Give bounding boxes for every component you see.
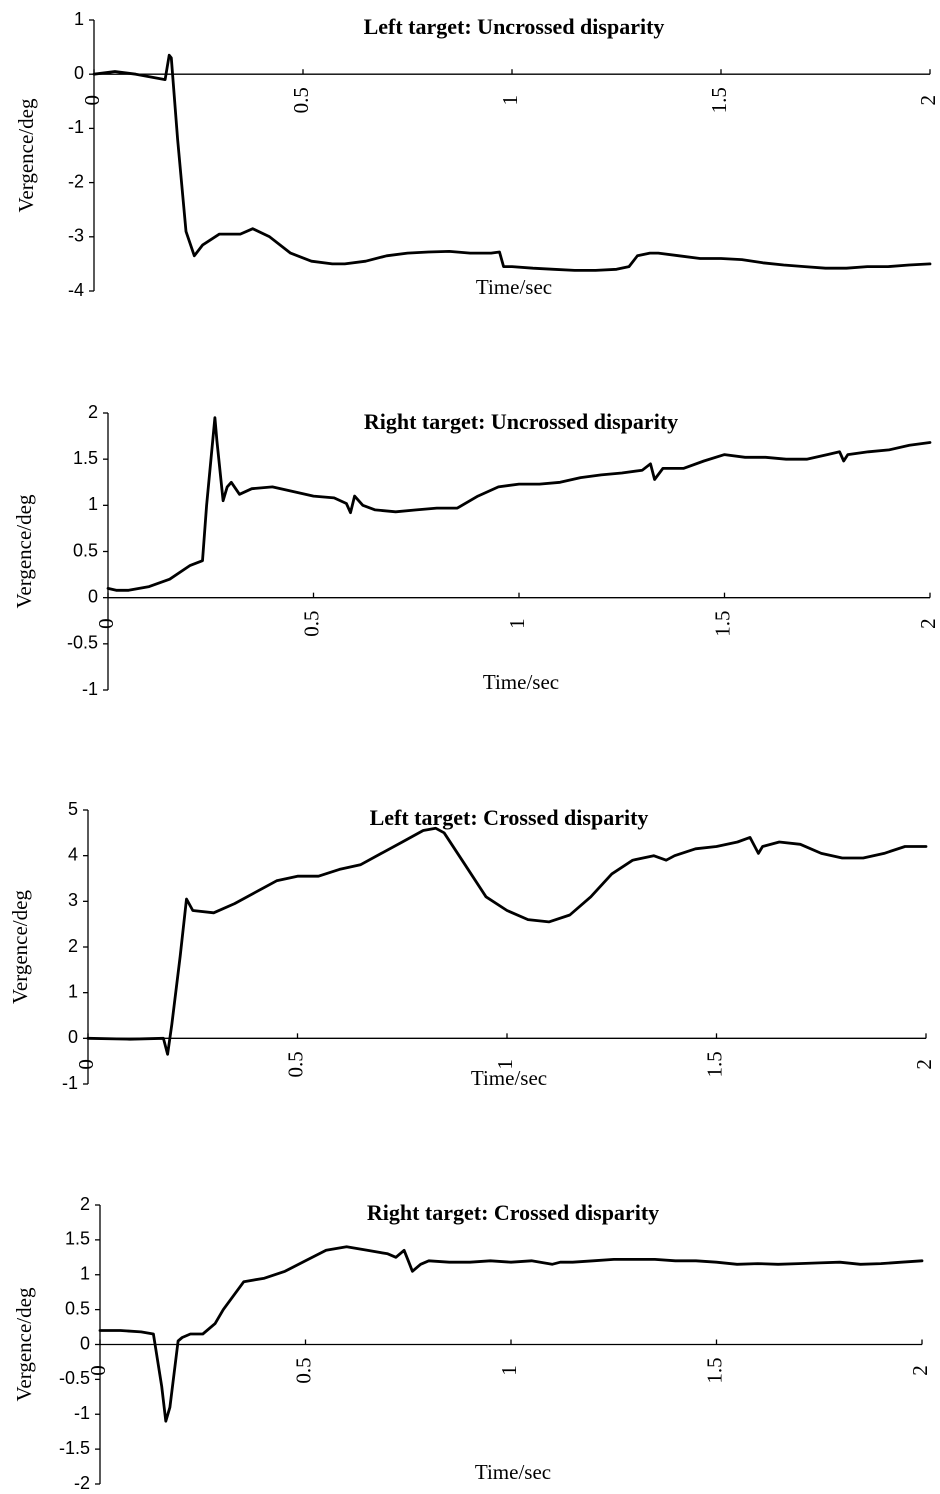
- x-tick-label: 1.5: [702, 1051, 726, 1077]
- y-tick-label: -4: [68, 280, 84, 300]
- y-tick-label: 0.5: [73, 540, 98, 560]
- x-axis-label: Time/sec: [471, 1066, 547, 1090]
- y-tick-label: 0: [68, 1027, 78, 1047]
- vergence-trace: [98, 1245, 924, 1423]
- x-axis-label: Time/sec: [483, 670, 559, 694]
- y-tick-label: -2: [74, 1473, 90, 1493]
- y-tick-label: 4: [68, 844, 78, 864]
- vergence-trace: [106, 416, 932, 592]
- x-tick-label: 1.5: [707, 87, 731, 113]
- x-tick-label: 1.5: [710, 611, 734, 637]
- x-tick-label: 2: [908, 1365, 932, 1376]
- y-tick-label: 2: [88, 402, 98, 422]
- vergence-trace: [92, 53, 932, 272]
- x-tick-label: 1: [505, 618, 529, 629]
- y-tick-label: 5: [68, 799, 78, 819]
- x-tick-label: 1.5: [702, 1357, 726, 1383]
- x-tick-label: 1: [497, 1365, 521, 1376]
- x-axis-label: Time/sec: [475, 1460, 551, 1484]
- y-tick-label: 2: [80, 1194, 90, 1214]
- y-tick-label: -3: [68, 226, 84, 246]
- y-axis-label: Vergence/deg: [12, 1287, 36, 1401]
- vergence-trace: [86, 826, 928, 1056]
- y-tick-label: -2: [68, 171, 84, 191]
- y-tick-label: 3: [68, 890, 78, 910]
- x-tick-label: 0.5: [283, 1051, 307, 1077]
- y-tick-label: 0: [88, 586, 98, 606]
- y-tick-label: 1: [68, 981, 78, 1001]
- chart-title: Right target: Uncrossed disparity: [364, 409, 678, 434]
- y-tick-label: 1: [74, 9, 84, 29]
- y-tick-label: 0: [74, 63, 84, 83]
- x-tick-label: 1: [493, 1059, 517, 1070]
- x-tick-label: 0: [86, 1365, 110, 1376]
- y-axis-label: Vergence/deg: [12, 494, 36, 608]
- x-tick-label: 2: [916, 618, 940, 629]
- x-tick-label: 2: [912, 1059, 936, 1070]
- x-tick-label: 0: [74, 1059, 98, 1070]
- y-tick-label: -0.5: [59, 1368, 90, 1388]
- y-tick-label: 0: [80, 1333, 90, 1353]
- chart-title: Left target: Uncrossed disparity: [364, 14, 665, 39]
- y-tick-label: -0.5: [67, 633, 98, 653]
- x-tick-label: 0.5: [289, 87, 313, 113]
- y-tick-label: -1: [74, 1403, 90, 1423]
- y-tick-label: -1: [82, 679, 98, 699]
- y-tick-label: -1: [68, 117, 84, 137]
- y-tick-label: -1.5: [59, 1438, 90, 1458]
- x-tick-label: 2: [916, 95, 940, 106]
- x-axis-label: Time/sec: [476, 275, 552, 299]
- y-tick-label: 0.5: [65, 1298, 90, 1318]
- y-axis-label: Vergence/deg: [14, 98, 38, 212]
- y-tick-label: 1.5: [73, 448, 98, 468]
- chart-title: Right target: Crossed disparity: [367, 1200, 659, 1225]
- x-tick-label: 0: [80, 95, 104, 106]
- y-tick-label: 1.5: [65, 1229, 90, 1249]
- y-tick-label: 2: [68, 936, 78, 956]
- x-tick-label: 0.5: [291, 1357, 315, 1383]
- y-tick-label: 1: [80, 1264, 90, 1284]
- x-tick-label: 1: [498, 95, 522, 106]
- x-tick-label: 0: [94, 618, 118, 629]
- y-tick-label: 1: [88, 494, 98, 514]
- y-axis-label: Vergence/deg: [8, 890, 32, 1004]
- chart-title: Left target: Crossed disparity: [370, 805, 649, 830]
- x-tick-label: 0.5: [299, 611, 323, 637]
- y-tick-label: -1: [62, 1073, 78, 1093]
